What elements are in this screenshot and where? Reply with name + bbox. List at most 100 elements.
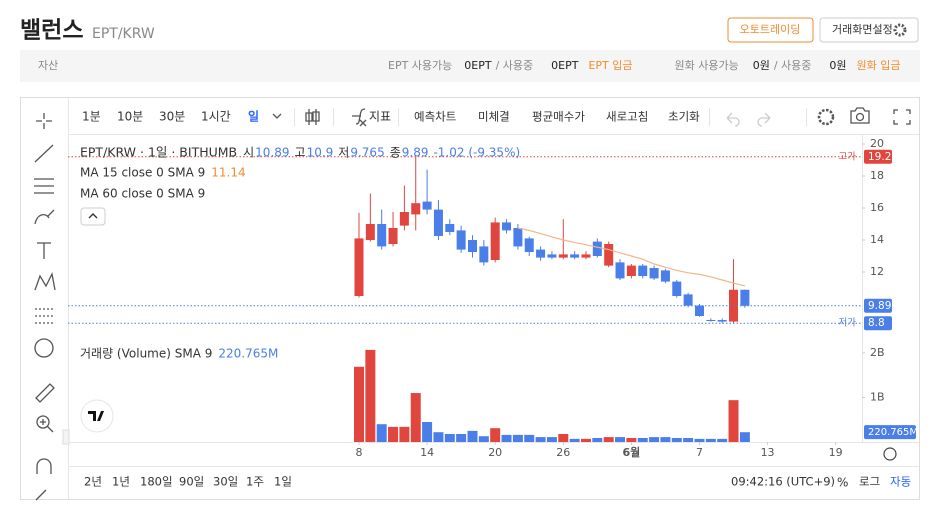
tradingview-logo[interactable] xyxy=(80,399,114,433)
legend-ma60: MA 60 close 0 SMA 9 xyxy=(80,187,205,201)
x-tick-label: 8 xyxy=(355,446,362,459)
text-tool[interactable] xyxy=(37,242,51,259)
interval-button[interactable]: 1시간 xyxy=(201,110,231,124)
volume-bar xyxy=(580,438,591,442)
toolbar-button[interactable]: 초기화 xyxy=(668,110,700,124)
interval-button[interactable]: 10분 xyxy=(117,110,143,124)
range-button[interactable]: 1주 xyxy=(246,475,264,489)
legend-ohlc-label: 저 xyxy=(338,146,349,160)
range-button[interactable]: 1일 xyxy=(274,475,292,489)
indicators-button[interactable]: 지표 xyxy=(369,110,391,124)
axis-settings-icon[interactable] xyxy=(883,447,897,461)
trend-line-tool[interactable] xyxy=(34,144,54,163)
volume-bar xyxy=(512,434,523,442)
pattern-tool[interactable] xyxy=(34,271,56,291)
volume-bar xyxy=(569,438,580,442)
emoji-tool[interactable] xyxy=(34,338,54,358)
range-button[interactable]: 30일 xyxy=(213,475,238,489)
ma-line xyxy=(517,227,746,287)
volume-bar xyxy=(433,432,444,442)
range-button[interactable]: 2년 xyxy=(84,475,102,489)
settings-button[interactable] xyxy=(819,17,919,43)
candle-body xyxy=(626,265,636,276)
magnet-tool[interactable] xyxy=(36,458,52,474)
range-button[interactable]: 180일 xyxy=(140,475,173,489)
y-tick-label: 20 xyxy=(870,137,884,150)
fullscreen-icon[interactable] xyxy=(893,109,911,125)
volume-bar xyxy=(637,437,648,442)
ept-available-label: EPT 사용가능 xyxy=(388,59,452,72)
undo-icon[interactable] xyxy=(726,112,740,127)
ept-deposit[interactable]: EPT 입금 xyxy=(588,59,632,72)
measure-tool[interactable] xyxy=(35,383,55,403)
toolbar-button[interactable]: 예측차트 xyxy=(414,110,456,124)
chart-type-icon[interactable] xyxy=(305,109,320,125)
range-button[interactable]: 1년 xyxy=(112,475,130,489)
interval-button[interactable]: 1분 xyxy=(82,110,101,124)
ept-available: 0EPT xyxy=(464,59,492,72)
interval-dropdown[interactable] xyxy=(272,113,282,119)
volume-bar xyxy=(717,438,728,442)
candle-body xyxy=(490,222,500,260)
legend-ma15-value: 11.14 xyxy=(211,166,245,180)
volume-bar xyxy=(490,428,501,442)
volume-tick-label: 1B xyxy=(870,390,885,403)
legend-title: EPT/KRW · 1일 · BITHUMB xyxy=(80,145,237,160)
legend-collapse-icon[interactable] xyxy=(88,213,98,219)
volume-bar xyxy=(694,438,705,442)
legend-ohlc-value: 9.89 xyxy=(402,146,429,160)
crosshair-tool[interactable] xyxy=(36,113,52,129)
volume-bar xyxy=(353,366,364,442)
tradingview-logo-mark[interactable] xyxy=(88,411,104,421)
legend-volume: 거래량 (Volume) SMA 9 xyxy=(80,347,212,361)
candle-body xyxy=(660,270,670,282)
autotrade-label[interactable]: 오토트레이딩 xyxy=(740,23,801,36)
volume-bar xyxy=(444,433,455,442)
volume-bar xyxy=(558,433,569,442)
candle-body xyxy=(377,224,387,247)
collapse-toolbar[interactable] xyxy=(62,429,70,445)
range-button[interactable]: 90일 xyxy=(179,475,204,489)
krw-available: 0원 xyxy=(753,59,770,72)
legend-ohlc-label: 시 xyxy=(243,146,254,160)
krw-deposit[interactable]: 원화 입금 xyxy=(857,59,901,72)
prediction-tool[interactable] xyxy=(35,308,53,324)
last-price-tag-label: 9.89 xyxy=(868,300,891,312)
autotrade-button[interactable] xyxy=(727,17,814,43)
candle-body xyxy=(672,281,682,296)
clock: 09:42:16 (UTC+9) xyxy=(731,475,835,489)
x-tick-label: 6월 xyxy=(622,445,640,459)
fib-tool[interactable] xyxy=(34,178,54,194)
candle-body xyxy=(524,238,534,252)
legend-collapse-button[interactable] xyxy=(80,207,106,226)
interval-button[interactable]: 일 xyxy=(248,110,259,124)
snapshot-lens[interactable] xyxy=(855,112,865,122)
volume-bar xyxy=(467,430,478,442)
volume-bar xyxy=(671,437,682,442)
lock-tool[interactable] xyxy=(35,489,47,501)
percent-toggle[interactable]: % xyxy=(837,476,848,490)
toolbar-button[interactable]: 새로고침 xyxy=(606,110,648,124)
auto-toggle[interactable]: 자동 xyxy=(890,475,911,489)
brush-tool[interactable] xyxy=(34,209,55,225)
volume-bar xyxy=(365,349,376,442)
settings-label[interactable]: 거래화면설정 xyxy=(832,23,893,36)
settings-icon[interactable] xyxy=(893,23,907,37)
zoom-tool[interactable] xyxy=(36,415,50,429)
toolbar-button[interactable]: 평균매수가 xyxy=(532,110,585,124)
zoom-tool-cross[interactable] xyxy=(40,419,54,433)
log-toggle[interactable]: 로그 xyxy=(859,475,880,489)
chart-settings-icon[interactable] xyxy=(817,108,835,126)
volume-bar xyxy=(683,437,694,442)
fx-icon[interactable] xyxy=(352,108,367,127)
candle-body xyxy=(558,254,568,258)
candle-body xyxy=(354,238,364,296)
candle-body xyxy=(456,230,466,250)
interval-button[interactable]: 30분 xyxy=(159,110,185,124)
candle-body xyxy=(399,212,409,226)
toolbar-button[interactable]: 미체결 xyxy=(478,110,510,124)
y-tick-label: 12 xyxy=(870,265,884,278)
snapshot-icon[interactable] xyxy=(850,107,870,124)
redo-icon[interactable] xyxy=(757,112,771,127)
